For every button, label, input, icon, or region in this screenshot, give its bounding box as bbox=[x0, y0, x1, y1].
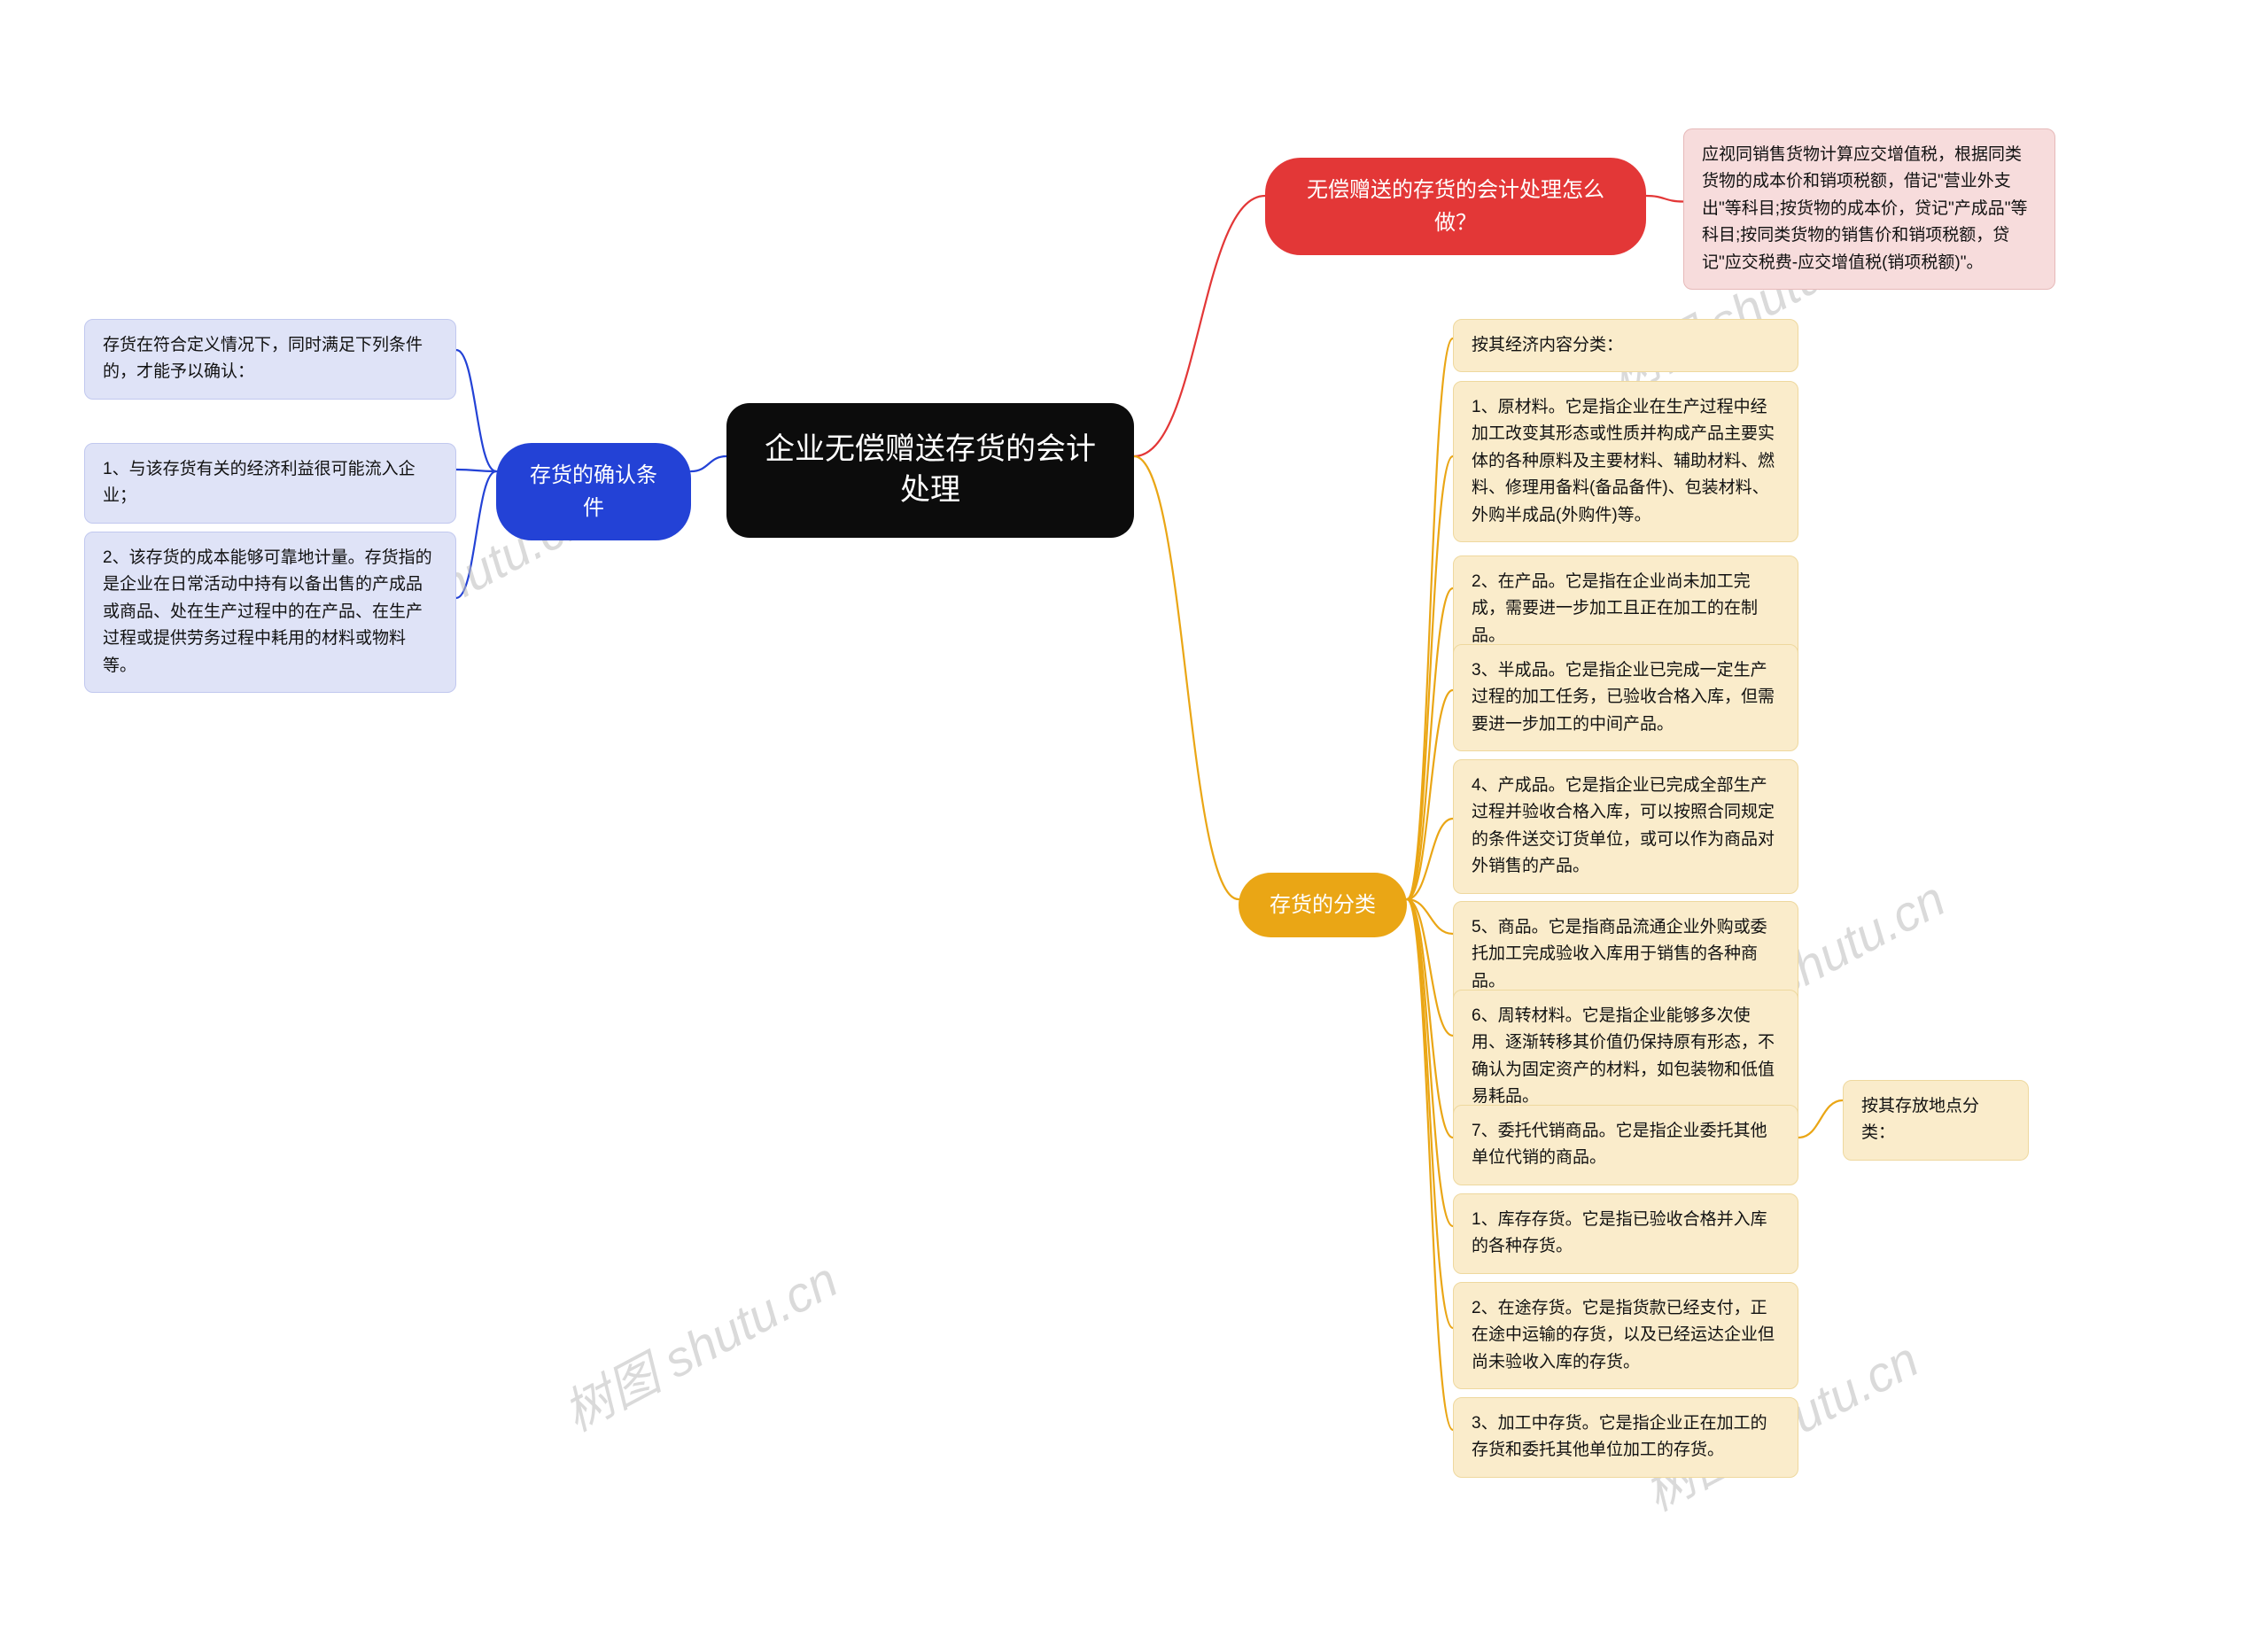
leaf-node[interactable]: 7、委托代销商品。它是指企业委托其他单位代销的商品。 bbox=[1453, 1105, 1798, 1185]
leaf-node[interactable]: 2、该存货的成本能够可靠地计量。存货指的是企业在日常活动中持有以备出售的产成品或… bbox=[84, 532, 456, 693]
leaf-node[interactable]: 1、原材料。它是指企业在生产过程中经加工改变其形态或性质并构成产品主要实体的各种… bbox=[1453, 381, 1798, 542]
leaf-sub-node[interactable]: 按其存放地点分类： bbox=[1843, 1080, 2029, 1161]
branch-pill[interactable]: 无偿赠送的存货的会计处理怎么做？ bbox=[1265, 158, 1646, 255]
root-node[interactable]: 企业无偿赠送存货的会计处理 bbox=[726, 403, 1134, 538]
leaf-node[interactable]: 6、周转材料。它是指企业能够多次使用、逐渐转移其价值仍保持原有形态，不确认为固定… bbox=[1453, 990, 1798, 1124]
mindmap-canvas: 树图 shutu.cn树图 shutu.cn树图 shutu.cn树图 shut… bbox=[0, 0, 2268, 1647]
leaf-node[interactable]: 1、与该存货有关的经济利益很可能流入企业； bbox=[84, 443, 456, 524]
watermark: 树图 shutu.cn bbox=[549, 1241, 849, 1446]
leaf-node[interactable]: 3、半成品。它是指企业已完成一定生产过程的加工任务，已验收合格入库，但需要进一步… bbox=[1453, 644, 1798, 751]
branch-pill[interactable]: 存货的确认条件 bbox=[496, 443, 691, 540]
leaf-node[interactable]: 1、库存存货。它是指已验收合格并入库的各种存货。 bbox=[1453, 1193, 1798, 1274]
leaf-node[interactable]: 2、在途存货。它是指货款已经支付，正在途中运输的存货，以及已经运达企业但尚未验收… bbox=[1453, 1282, 1798, 1389]
leaf-node[interactable]: 3、加工中存货。它是指企业正在加工的存货和委托其他单位加工的存货。 bbox=[1453, 1397, 1798, 1478]
branch-pill[interactable]: 存货的分类 bbox=[1239, 873, 1407, 937]
leaf-node[interactable]: 存货在符合定义情况下，同时满足下列条件的，才能予以确认： bbox=[84, 319, 456, 400]
leaf-node[interactable]: 4、产成品。它是指企业已完成全部生产过程并验收合格入库，可以按照合同规定的条件送… bbox=[1453, 759, 1798, 894]
leaf-node[interactable]: 应视同销售货物计算应交增值税，根据同类货物的成本价和销项税额，借记"营业外支出"… bbox=[1683, 128, 2055, 290]
leaf-node[interactable]: 按其经济内容分类： bbox=[1453, 319, 1798, 372]
